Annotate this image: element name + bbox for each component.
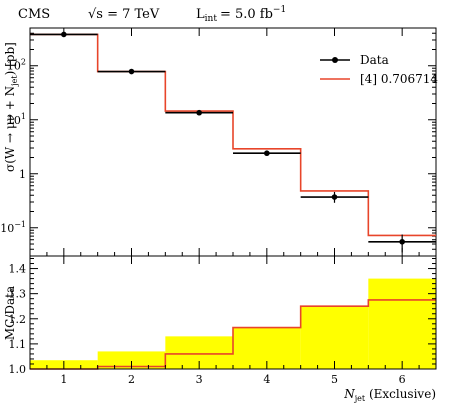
band-bin: [368, 278, 436, 369]
uncertainty-band: [30, 278, 436, 369]
energy-label: √s = 7 TeV: [88, 7, 160, 22]
x-tick-label: 5: [331, 373, 338, 386]
y-tick-label: 1.4: [9, 263, 27, 276]
x-tick-label: 6: [399, 373, 406, 386]
data-point: [128, 68, 135, 75]
ratio-panel: 1.0 1.1 1.2 1.3 1.4 1 2 3 4 5 6 MC/Data Njet (Exc…: [3, 255, 437, 403]
x-tick-label: 1: [60, 373, 67, 386]
x-axis-label: Njet (Exclusive): [343, 387, 436, 403]
data-point: [61, 31, 67, 38]
legend-data-label: Data: [360, 53, 389, 67]
lumi-label: Lint = 5.0 fb−1: [196, 5, 286, 24]
ratio-y-axis-label: MC/Data: [3, 286, 17, 340]
y-tick-label: 1.3: [9, 288, 27, 301]
y-tick-label: 1.0: [9, 363, 27, 376]
legend-mc-label: [4] 0.706714: [360, 72, 438, 86]
y-tick-label: 101: [7, 112, 26, 127]
legend: Data [4] 0.706714: [320, 53, 438, 86]
main-y-axis: 102 101 1 10−1: [0, 27, 436, 257]
data-series: [30, 31, 436, 253]
experiment-label: CMS: [18, 7, 50, 22]
band-bin: [300, 306, 369, 369]
data-point: [196, 109, 202, 116]
mc-series: [30, 33, 436, 237]
mc-step-line: [30, 33, 436, 237]
main-y-axis-label: σ(W → μν + Njet) [pb]: [3, 42, 19, 172]
main-panel: 102 101 1 10−1 σ(W → μν + Njet) [pb] Data […: [0, 27, 438, 257]
y-tick-label: 102: [7, 58, 26, 73]
ratio-x-axis: 1 2 3 4 5 6: [29, 256, 437, 386]
legend-data-marker: [332, 57, 338, 63]
ratio-y-axis: 1.0 1.1 1.2 1.3 1.4: [9, 258, 436, 376]
band-bin: [97, 351, 166, 369]
x-tick-label: 4: [263, 373, 270, 386]
x-tick-label: 2: [128, 373, 135, 386]
y-tick-label: 1: [19, 168, 26, 181]
x-tick-label: 3: [196, 373, 203, 386]
y-tick-label: 10−1: [0, 220, 26, 235]
data-point: [264, 150, 270, 157]
y-tick-label: 1.2: [9, 313, 27, 326]
data-point: [399, 238, 405, 245]
data-point: [331, 194, 338, 200]
y-tick-label: 1.1: [9, 338, 27, 351]
